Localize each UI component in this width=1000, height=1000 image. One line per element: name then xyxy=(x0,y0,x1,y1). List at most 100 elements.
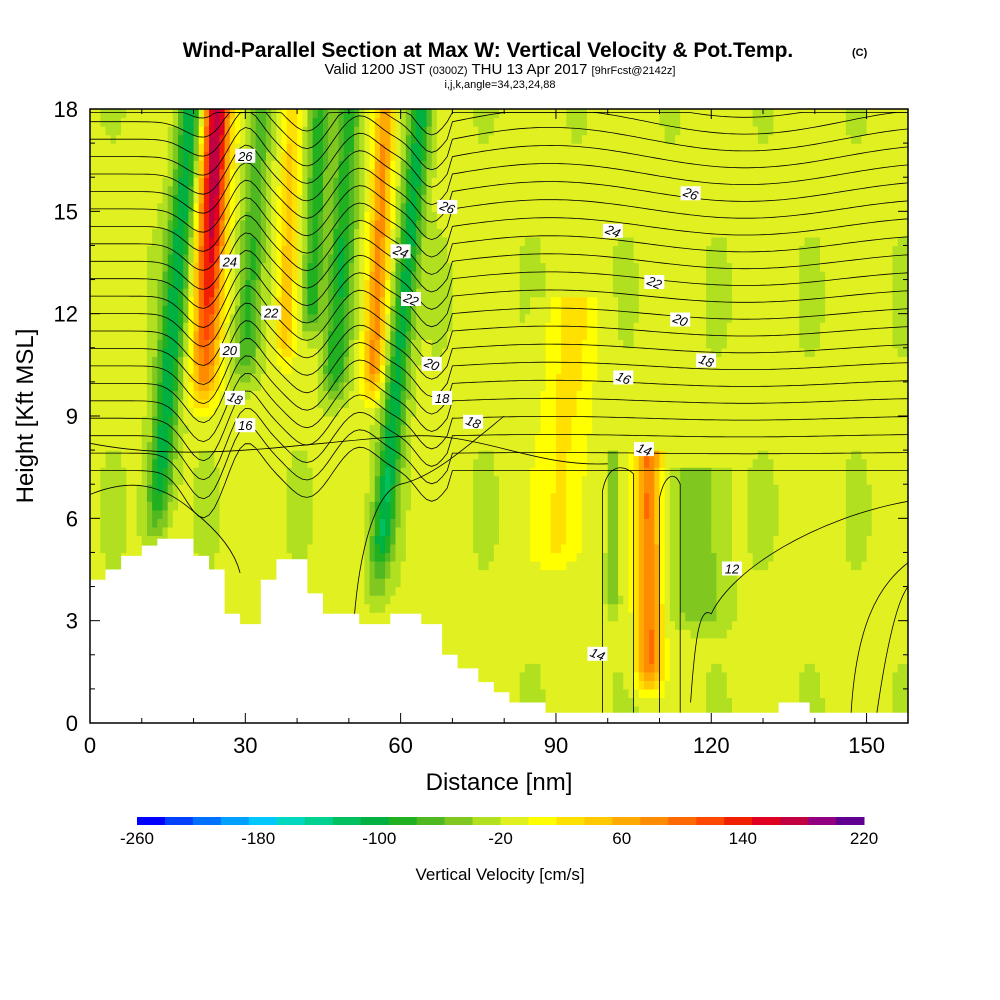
w-cell xyxy=(597,663,604,673)
w-cell xyxy=(845,688,852,699)
w-cell xyxy=(328,458,334,468)
w-cell xyxy=(234,450,241,460)
w-cell xyxy=(788,680,795,690)
w-cell xyxy=(695,586,702,596)
w-cell xyxy=(783,535,790,545)
w-cell xyxy=(509,595,516,605)
w-cell xyxy=(514,671,521,681)
w-cell xyxy=(576,637,583,647)
w-cell xyxy=(825,543,831,554)
w-cell xyxy=(680,578,686,588)
w-cell xyxy=(757,552,764,562)
w-cell xyxy=(555,654,562,664)
w-cell xyxy=(763,518,769,528)
w-cell xyxy=(788,671,795,681)
w-cell xyxy=(509,569,516,579)
w-cell xyxy=(871,705,878,716)
w-cell xyxy=(892,688,899,699)
w-cell xyxy=(395,467,402,477)
w-cell xyxy=(757,586,764,596)
w-cell xyxy=(757,569,764,579)
w-cell xyxy=(778,492,785,502)
w-cell xyxy=(581,518,588,528)
w-cell xyxy=(768,637,774,647)
w-cell xyxy=(742,586,749,596)
w-cell xyxy=(731,595,738,605)
w-cell xyxy=(390,501,397,511)
w-cell xyxy=(576,595,583,605)
w-cell xyxy=(716,552,723,562)
w-cell xyxy=(799,595,806,605)
w-cell xyxy=(172,475,179,485)
w-cell xyxy=(442,509,448,519)
w-cell xyxy=(612,680,619,690)
w-cell xyxy=(447,492,454,502)
w-cell xyxy=(499,552,505,562)
w-cell xyxy=(752,595,759,605)
w-cell xyxy=(576,569,583,579)
w-cell xyxy=(535,543,542,554)
w-cell xyxy=(643,688,650,699)
w-cell xyxy=(721,612,728,622)
w-cell xyxy=(240,586,246,596)
w-cell xyxy=(788,603,795,613)
w-cell xyxy=(700,458,707,468)
w-cell xyxy=(690,509,697,519)
w-cell xyxy=(421,450,428,460)
w-cell xyxy=(856,654,863,664)
w-cell xyxy=(95,458,101,468)
w-cell xyxy=(752,646,759,656)
w-cell xyxy=(519,595,526,605)
w-cell xyxy=(851,603,857,613)
w-cell xyxy=(845,612,852,622)
w-cell xyxy=(447,586,454,596)
w-cell xyxy=(467,475,474,485)
w-cell xyxy=(721,603,728,613)
w-cell xyxy=(747,646,754,656)
w-cell xyxy=(845,663,852,673)
w-cell xyxy=(234,586,241,596)
w-cell xyxy=(379,595,386,605)
w-cell xyxy=(747,560,754,571)
w-cell xyxy=(328,543,334,554)
w-cell xyxy=(835,671,842,681)
w-cell xyxy=(431,501,438,511)
w-cell xyxy=(343,569,350,579)
w-cell xyxy=(871,671,878,681)
w-cell xyxy=(830,543,837,554)
w-cell xyxy=(835,586,842,596)
w-cell xyxy=(876,697,883,707)
w-cell xyxy=(664,467,671,477)
w-cell xyxy=(348,509,355,519)
w-cell xyxy=(95,535,101,545)
w-cell xyxy=(825,680,831,690)
w-cell xyxy=(224,560,231,571)
w-cell xyxy=(462,492,469,502)
w-cell xyxy=(788,509,795,519)
w-cell xyxy=(618,552,624,562)
w-cell xyxy=(519,586,526,596)
w-cell xyxy=(209,484,215,494)
w-cell xyxy=(245,569,252,579)
w-cell xyxy=(566,569,573,579)
w-cell xyxy=(654,697,661,707)
w-cell xyxy=(343,484,350,494)
w-cell xyxy=(752,484,759,494)
w-cell xyxy=(587,535,593,545)
w-cell xyxy=(540,450,547,460)
w-cell xyxy=(348,501,355,511)
w-cell xyxy=(322,535,329,545)
w-cell xyxy=(576,663,583,673)
w-cell xyxy=(410,518,417,528)
w-cell xyxy=(224,450,231,460)
w-cell xyxy=(457,543,464,554)
w-cell xyxy=(198,467,205,477)
w-cell xyxy=(379,560,386,571)
w-cell xyxy=(374,475,381,485)
w-cell xyxy=(131,475,138,485)
w-cell xyxy=(431,450,438,460)
w-cell xyxy=(902,509,908,519)
w-cell xyxy=(136,518,143,528)
w-cell xyxy=(618,560,624,571)
w-cell xyxy=(866,671,873,681)
